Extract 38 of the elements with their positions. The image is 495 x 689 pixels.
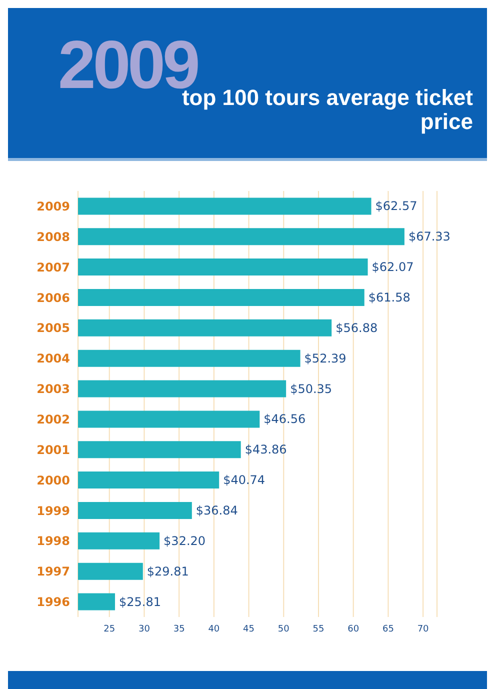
x-tick-label: 35 bbox=[173, 624, 185, 634]
data-label: $25.81 bbox=[119, 594, 162, 609]
y-tick-label: 2001 bbox=[36, 442, 70, 457]
x-tick-label: 45 bbox=[243, 624, 255, 634]
data-label: $36.84 bbox=[196, 503, 238, 518]
y-tick-label: 1998 bbox=[36, 534, 70, 548]
y-tick-label: 2000 bbox=[36, 473, 70, 488]
y-tick-label: 1997 bbox=[36, 564, 70, 579]
x-tick-label: 25 bbox=[104, 624, 116, 634]
y-tick-label: 1999 bbox=[36, 504, 70, 518]
data-label: $67.33 bbox=[408, 230, 450, 244]
y-tick-label: 2006 bbox=[36, 290, 70, 305]
y-tick-label: 1996 bbox=[36, 595, 70, 610]
y-tick-label: 2003 bbox=[36, 382, 70, 396]
x-tick-label: 30 bbox=[138, 624, 150, 634]
data-label: $52.39 bbox=[304, 351, 346, 366]
x-tick-label: 55 bbox=[312, 624, 324, 634]
data-label: $62.07 bbox=[372, 260, 414, 274]
data-label: $46.56 bbox=[264, 412, 306, 426]
data-label: $50.35 bbox=[290, 382, 332, 396]
y-tick-label: 2009 bbox=[36, 199, 70, 214]
data-label: $40.74 bbox=[223, 473, 266, 488]
y-tick-label: 2008 bbox=[36, 230, 70, 244]
data-label: $43.86 bbox=[244, 442, 287, 457]
data-label: $62.57 bbox=[375, 199, 418, 214]
y-tick-label: 2005 bbox=[36, 321, 70, 336]
y-tick-label: 2007 bbox=[36, 260, 70, 274]
y-tick-label: 2004 bbox=[36, 352, 70, 366]
data-label: $56.88 bbox=[336, 320, 378, 335]
x-tick-label: 70 bbox=[417, 624, 430, 634]
x-tick-label: 50 bbox=[278, 624, 290, 634]
y-tick-label: 2002 bbox=[36, 412, 70, 426]
data-label: $61.58 bbox=[368, 290, 410, 304]
x-tick-label: 60 bbox=[348, 624, 360, 634]
x-tick-label: 40 bbox=[208, 624, 220, 634]
data-label: $32.20 bbox=[164, 534, 206, 548]
data-label: $29.81 bbox=[146, 564, 189, 578]
x-tick-label: 65 bbox=[382, 624, 394, 634]
